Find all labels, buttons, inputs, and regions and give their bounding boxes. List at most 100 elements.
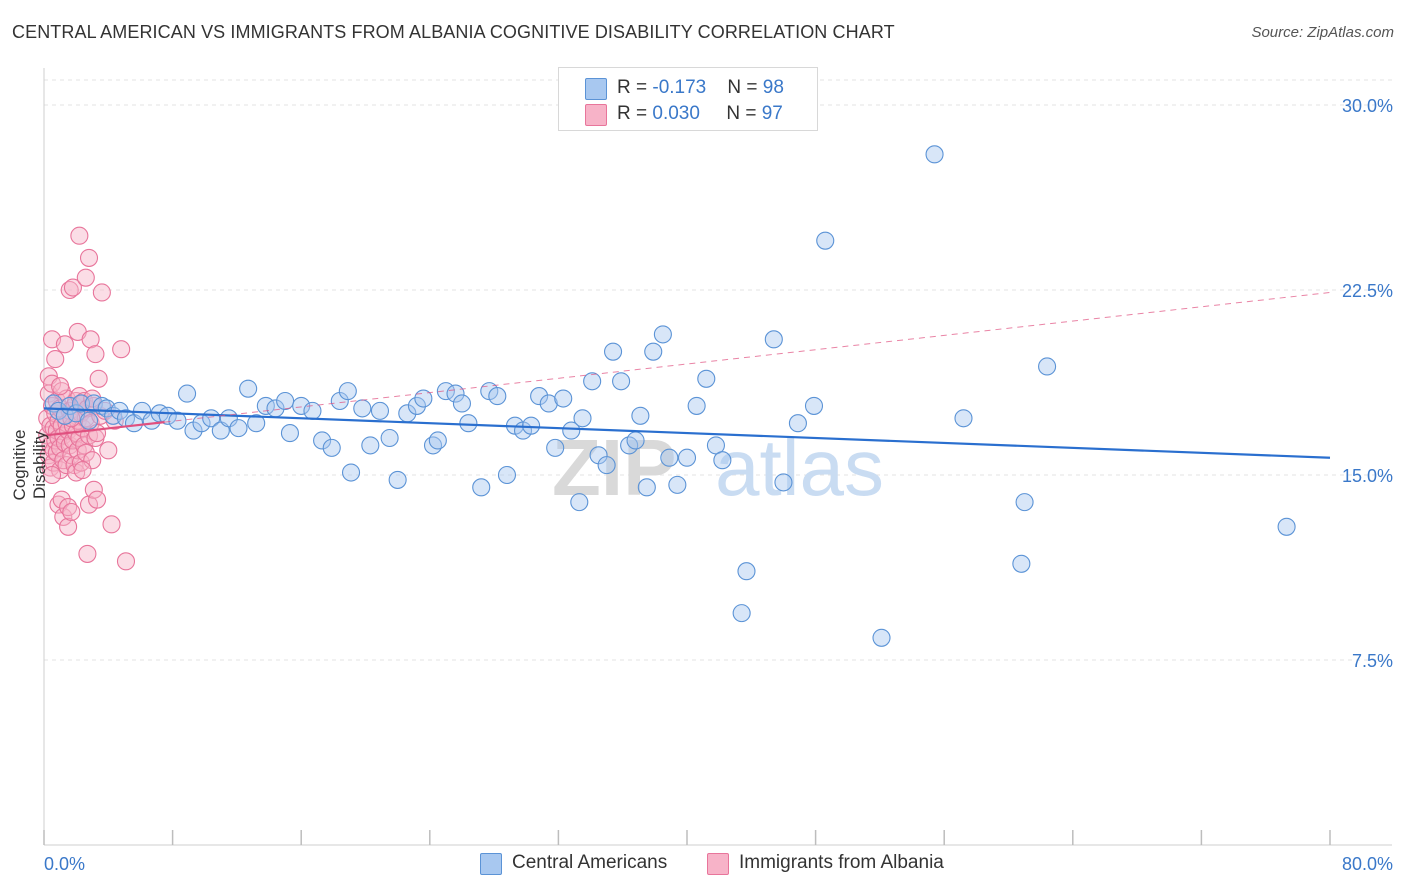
correlation-legend: R = -0.173 N = 98 R = 0.030 N = 97 [558,67,818,131]
central-american-point [597,456,616,475]
central-american-point [472,478,491,497]
albania-point [76,268,95,287]
central-american-point [954,409,973,428]
central-american-point [539,394,558,413]
central-american-point [788,414,807,433]
x-tick-label: 80.0% [1342,854,1393,874]
albania-point [71,453,91,472]
x-tick-label: 0.0% [44,854,85,874]
albania-point [70,226,89,245]
albania-point [73,461,92,480]
central-american-point [637,478,656,497]
albania-point [92,283,111,302]
legend-r-value: -0.173 [652,77,707,98]
legend-n-value: 98 [762,77,784,98]
albania-point [62,502,81,522]
y-tick-label: 30.0% [1342,96,1393,116]
central-american-point [276,391,295,411]
chart-title: CENTRAL AMERICAN VS IMMIGRANTS FROM ALBA… [12,22,895,42]
albania-trend-line-dashed [164,291,1331,423]
central-american-point [280,424,299,443]
y-tick-label: 7.5% [1352,651,1393,671]
central-american-point [388,470,407,489]
albania-point [46,350,65,369]
central-american-point [452,394,472,413]
albania-point [83,451,102,470]
central-american-point [247,414,266,433]
central-american-point [713,451,732,470]
central-american-point [1012,554,1031,573]
albania-point [89,369,108,388]
albania-point [59,517,78,536]
central-american-point [562,421,581,440]
central-american-point [570,493,589,512]
albania-point [63,278,82,297]
central-american-point [353,399,372,418]
central-american-point [573,409,592,428]
albania-point [87,490,107,509]
central-american-point [644,342,663,361]
central-american-point [660,448,679,467]
central-american-point [497,465,517,485]
y-axis-title: Cognitive Disability [10,429,49,501]
legend-r-value: 0.030 [652,103,700,124]
central-american-point [626,431,645,450]
legend-swatch-pink [585,104,607,126]
central-american-point [631,406,650,425]
central-american-trend-line [43,407,1331,459]
central-american-point [554,389,573,408]
legend-swatch-blue [480,853,502,875]
central-american-point [239,379,258,398]
central-american-point [774,473,793,492]
central-american-point [55,406,74,425]
central-american-point [423,436,443,455]
legend-n-value: 97 [761,103,783,124]
central-american-point [732,604,751,623]
central-american-point [872,628,891,647]
legend-swatch-blue [585,78,607,100]
central-american-point [677,448,697,467]
central-american-point [1277,517,1296,536]
central-american-point [653,325,672,344]
central-american-point [313,431,332,450]
y-tick-label: 22.5% [1342,281,1393,301]
albania-point [86,345,105,364]
central-american-point [737,562,756,581]
central-american-point [522,416,541,435]
central-american-point [407,396,426,415]
central-american-point [925,145,944,164]
central-american-point [764,330,783,349]
albania-trend-line-solid [43,421,165,437]
central-american-point [322,438,341,457]
albania-point [84,480,103,499]
central-american-point [804,396,824,415]
central-american-point [370,401,390,420]
central-american-point [158,406,177,425]
albania-point [102,515,121,534]
albania-point [81,330,100,349]
trend-lines [43,291,1331,459]
legend-r-label: R = [617,77,653,98]
central-american-point [341,463,361,482]
albania-point [112,340,131,359]
axes [43,68,1392,846]
legend-label: Immigrants from Albania [739,852,944,873]
legend-text-blue: R = -0.173 N = 98 [617,77,784,99]
source-label: Source: ZipAtlas.com [1251,24,1394,41]
central-american-point [1015,493,1034,512]
albania-point [55,335,74,354]
legend-n-label: N = [726,103,762,124]
central-american-point [488,387,507,406]
albania-point [76,443,95,462]
central-american-point [583,372,602,391]
albania-point [75,436,94,455]
central-american-point [1038,357,1057,376]
central-american-points [44,145,1296,647]
legend-swatch-pink [707,853,729,875]
central-american-point [380,428,399,448]
central-american-point [71,394,91,413]
central-american-point [687,396,706,415]
central-american-point [604,342,623,361]
central-american-point [459,414,478,433]
